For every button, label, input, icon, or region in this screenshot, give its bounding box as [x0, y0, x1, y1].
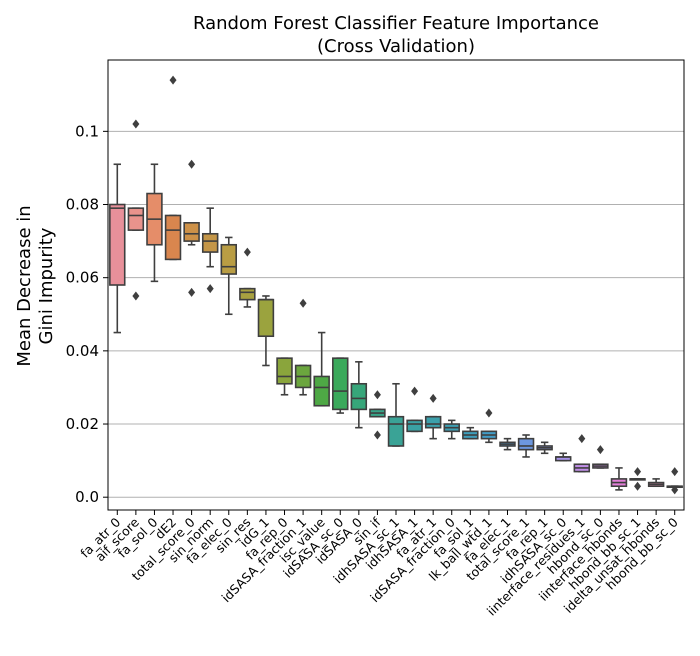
y-axis-label: Mean Decrease in Gini Impurity — [14, 205, 57, 366]
box-idG_1 — [257, 295, 275, 367]
gridlines — [108, 130, 684, 498]
outlier-point — [373, 390, 381, 400]
outlier-point — [132, 291, 140, 301]
outlier-point — [373, 430, 381, 440]
box-fa_elec_0 — [220, 236, 238, 316]
box-total_score_0 — [183, 159, 200, 297]
box-fa_atr_0 — [109, 163, 126, 334]
outlier-point — [299, 298, 307, 308]
outlier-point — [429, 393, 437, 403]
box-iqr — [220, 243, 238, 275]
box-total_score_1 — [517, 434, 535, 458]
y-axis-label-line1: Mean Decrease in — [14, 205, 35, 366]
box-hbond_bb_sc_0 — [666, 467, 683, 495]
box-iqr — [313, 375, 330, 407]
box-idSASA_0 — [350, 361, 368, 429]
box-isc_value — [313, 331, 330, 407]
x-axis: fa_atr_0aif_scorefa_sol_0dE2total_score_… — [77, 510, 681, 619]
box-idhSASA_sc_1 — [387, 382, 405, 447]
box-hbond_bb_sc_1 — [629, 467, 646, 491]
outlier-point — [671, 467, 679, 477]
outlier-point — [634, 467, 642, 477]
outlier-point — [169, 75, 177, 85]
box-iqr — [332, 357, 349, 411]
box-iqr — [183, 222, 200, 242]
outlier-point — [132, 119, 140, 129]
outlier-point — [485, 408, 493, 418]
chart-subtitle: (Cross Validation) — [317, 36, 475, 57]
box-iqr — [201, 232, 219, 253]
box-iinterface_hbonds — [610, 467, 628, 491]
box-iqr — [276, 357, 293, 385]
box-iqr — [127, 207, 145, 231]
box-fa_atr_1 — [424, 393, 442, 440]
box-iqr — [406, 419, 423, 433]
box-iqr — [387, 415, 405, 447]
outlier-point — [188, 287, 196, 297]
box-idSASA_sc_0 — [332, 357, 349, 414]
box-iqr — [350, 382, 368, 411]
y-tick-label: 0.0 — [75, 488, 99, 506]
y-axis: 0.0 0.02 0.04 0.06 0.08 0.1 — [66, 122, 108, 506]
box-fa_rep_0 — [276, 357, 293, 396]
y-tick-label: 0.08 — [66, 196, 99, 214]
outlier-point — [596, 445, 604, 455]
outlier-point — [206, 284, 214, 294]
boxes-group — [109, 75, 683, 495]
y-tick-label: 0.04 — [66, 342, 99, 360]
box-fa_elec_1 — [499, 437, 516, 451]
outlier-point — [243, 247, 251, 257]
y-axis-label-line2: Gini Impurity — [36, 227, 57, 344]
box-fa_sol_1 — [462, 426, 479, 440]
box-aif_score — [127, 119, 145, 301]
box-sin_norm — [201, 207, 219, 294]
box-iqr — [239, 287, 256, 301]
box-idelta_unsat_hbonds — [647, 478, 665, 488]
box-dE2 — [164, 75, 182, 261]
outlier-point — [671, 485, 679, 495]
box-idSASA_fraction_0 — [443, 419, 460, 440]
outlier-point — [634, 481, 642, 491]
box-iqr — [164, 214, 182, 261]
box-idhSASA_1 — [406, 386, 423, 433]
box-iqr — [424, 415, 442, 429]
box-idSASA_fraction_1 — [294, 298, 312, 396]
y-tick-label: 0.1 — [75, 122, 99, 140]
box-iqr — [517, 437, 535, 451]
chart-title: Random Forest Classifier Feature Importa… — [193, 13, 599, 34]
box-iinterface_residues_1 — [573, 434, 591, 473]
box-hbond_sc_0 — [592, 445, 609, 469]
box-sin_if — [369, 390, 386, 440]
box-iqr — [109, 203, 126, 286]
box-sin_res — [239, 247, 256, 308]
box-fa_sol_0 — [146, 163, 163, 283]
outlier-point — [411, 386, 419, 396]
y-tick-label: 0.02 — [66, 415, 99, 433]
outlier-point — [188, 159, 196, 169]
box-idhSASA_sc_0 — [554, 452, 572, 462]
box-lk_ball_wtd_1 — [480, 408, 498, 444]
y-tick-label: 0.06 — [66, 269, 99, 287]
box-iqr — [257, 298, 275, 338]
outlier-point — [578, 434, 586, 444]
box-fa_rep_1 — [536, 441, 553, 455]
